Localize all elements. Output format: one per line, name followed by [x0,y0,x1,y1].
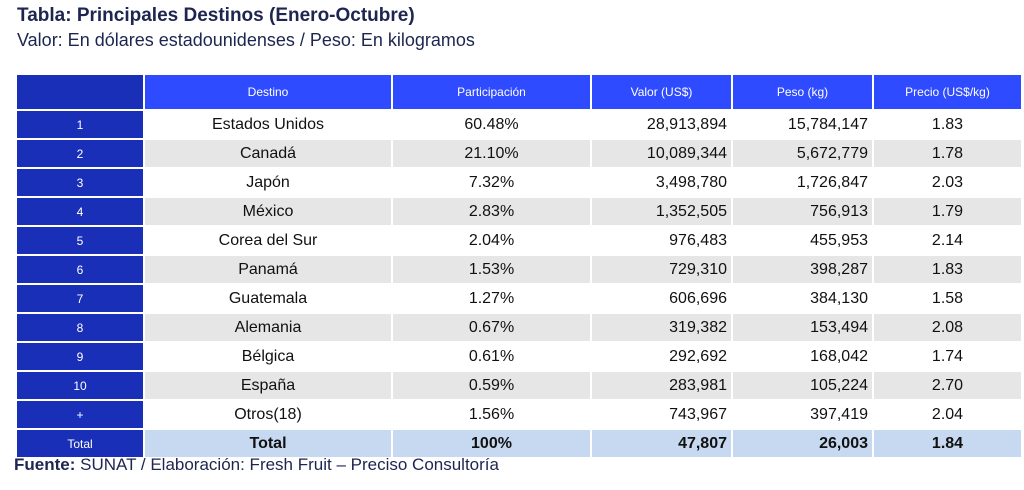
table-subtitle: Valor: En dólares estadounidenses / Peso… [17,30,475,50]
cell-participacion: 1.27% [391,283,592,314]
cell-rank: 9 [15,341,145,372]
cell-peso: 756,913 [731,196,874,227]
cell-destino: Total [143,428,393,459]
cell-rank: 1 [15,109,145,140]
total-row: Total Total 100% 47,807 26,003 1.84 [15,428,1023,459]
table-row: 10 España 0.59% 283,981 105,224 2.70 [15,370,1023,401]
cell-valor: 319,382 [590,312,733,343]
cell-peso: 26,003 [731,428,874,459]
cell-valor: 729,310 [590,254,733,285]
table-row: 3 Japón 7.32% 3,498,780 1,726,847 2.03 [15,167,1023,198]
source-text: SUNAT / Elaboración: Fresh Fruit – Preci… [75,455,499,474]
cell-valor: 743,967 [590,399,733,430]
cell-rank: 10 [15,370,145,401]
cell-participacion: 7.32% [391,167,592,198]
table-row: 7 Guatemala 1.27% 606,696 384,130 1.58 [15,283,1023,314]
cell-participacion: 60.48% [391,109,592,140]
table-row: 8 Alemania 0.67% 319,382 153,494 2.08 [15,312,1023,343]
table-title: Tabla: Principales Destinos (Enero-Octub… [17,5,415,26]
cell-peso: 5,672,779 [731,138,874,169]
header-valor: Valor (US$) [590,73,733,111]
cell-valor: 283,981 [590,370,733,401]
table-row: 2 Canadá 21.10% 10,089,344 5,672,779 1.78 [15,138,1023,169]
cell-rank: 3 [15,167,145,198]
cell-participacion: 0.61% [391,341,592,372]
cell-participacion: 1.56% [391,399,592,430]
cell-precio: 2.03 [872,167,1023,198]
cell-participacion: 21.10% [391,138,592,169]
header-precio: Precio (US$/kg) [872,73,1023,111]
cell-valor: 47,807 [590,428,733,459]
cell-destino: Alemania [143,312,393,343]
cell-destino: Canadá [143,138,393,169]
cell-precio: 2.70 [872,370,1023,401]
cell-destino: Bélgica [143,341,393,372]
header-rank [15,73,145,111]
cell-valor: 292,692 [590,341,733,372]
cell-peso: 105,224 [731,370,874,401]
cell-destino: España [143,370,393,401]
cell-peso: 1,726,847 [731,167,874,198]
cell-participacion: 0.67% [391,312,592,343]
cell-precio: 2.08 [872,312,1023,343]
cell-precio: 1.58 [872,283,1023,314]
cell-peso: 455,953 [731,225,874,256]
cell-destino: Otros(18) [143,399,393,430]
cell-peso: 153,494 [731,312,874,343]
cell-precio: 1.74 [872,341,1023,372]
cell-participacion: 0.59% [391,370,592,401]
table-row: 9 Bélgica 0.61% 292,692 168,042 1.74 [15,341,1023,372]
table-row: 5 Corea del Sur 2.04% 976,483 455,953 2.14 [15,225,1023,256]
cell-rank: 8 [15,312,145,343]
cell-precio: 1.78 [872,138,1023,169]
header-peso: Peso (kg) [731,73,874,111]
cell-peso: 397,419 [731,399,874,430]
cell-peso: 15,784,147 [731,109,874,140]
table-header: Destino Participación Valor (US$) Peso (kg)… [15,73,1023,111]
cell-valor: 606,696 [590,283,733,314]
cell-rank: 2 [15,138,145,169]
destinations-table: Destino Participación Valor (US$) Peso (kg)… [15,73,1023,459]
cell-destino: México [143,196,393,227]
cell-rank: 5 [15,225,145,256]
cell-peso: 168,042 [731,341,874,372]
cell-precio: 2.04 [872,399,1023,430]
cell-valor: 3,498,780 [590,167,733,198]
cell-rank: + [15,399,145,430]
header-destino: Destino [143,73,393,111]
source-footer: Fuente: SUNAT / Elaboración: Fresh Fruit… [14,455,499,475]
table-row: + Otros(18) 1.56% 743,967 397,419 2.04 [15,399,1023,430]
cell-valor: 976,483 [590,225,733,256]
cell-rank: 4 [15,196,145,227]
cell-precio: 2.14 [872,225,1023,256]
cell-participacion: 2.83% [391,196,592,227]
cell-participacion: 100% [391,428,592,459]
cell-rank: 6 [15,254,145,285]
cell-rank: Total [15,428,145,459]
cell-rank: 7 [15,283,145,314]
cell-destino: Guatemala [143,283,393,314]
table-row: 1 Estados Unidos 60.48% 28,913,894 15,784,14… [15,109,1023,140]
source-label: Fuente: [14,455,76,474]
header-participacion: Participación [391,73,592,111]
cell-valor: 10,089,344 [590,138,733,169]
cell-participacion: 2.04% [391,225,592,256]
cell-peso: 384,130 [731,283,874,314]
cell-participacion: 1.53% [391,254,592,285]
cell-destino: Corea del Sur [143,225,393,256]
cell-precio: 1.83 [872,254,1023,285]
cell-peso: 398,287 [731,254,874,285]
cell-precio: 1.84 [872,428,1023,459]
cell-destino: Japón [143,167,393,198]
cell-precio: 1.83 [872,109,1023,140]
cell-precio: 1.79 [872,196,1023,227]
cell-valor: 1,352,505 [590,196,733,227]
table-row: 6 Panamá 1.53% 729,310 398,287 1.83 [15,254,1023,285]
table-row: 4 México 2.83% 1,352,505 756,913 1.79 [15,196,1023,227]
cell-destino: Estados Unidos [143,109,393,140]
cell-valor: 28,913,894 [590,109,733,140]
cell-destino: Panamá [143,254,393,285]
